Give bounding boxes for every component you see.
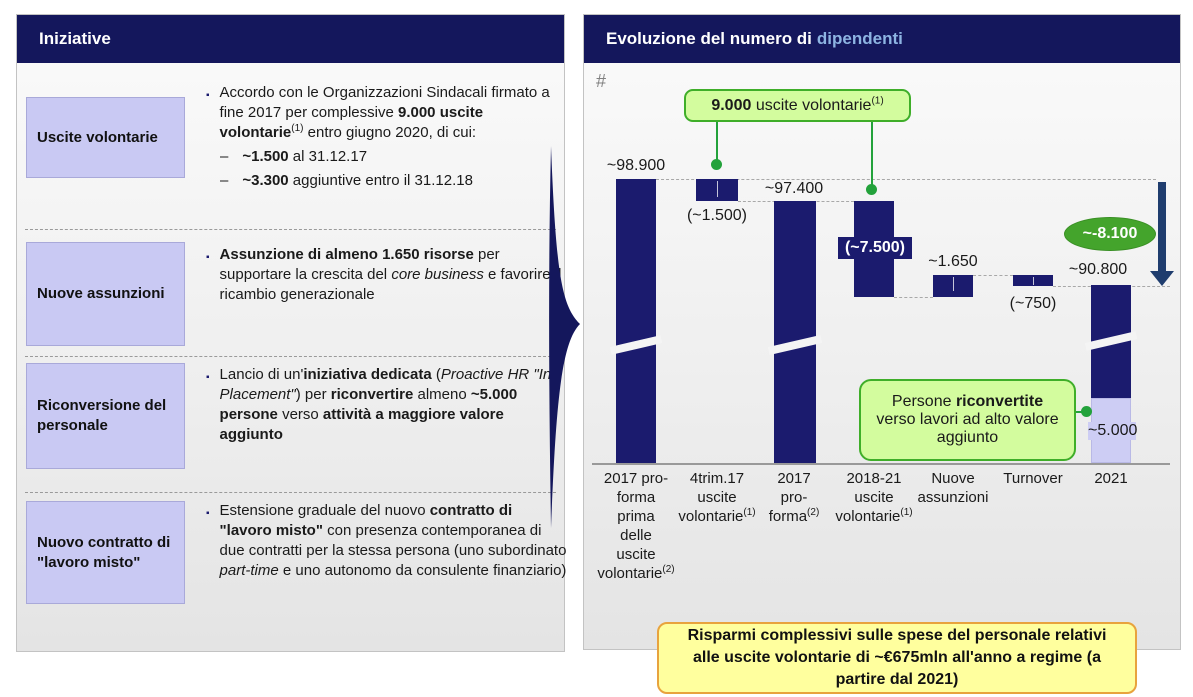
chart-panel: Evoluzione del numero di dipendenti # ~9…: [583, 14, 1181, 650]
bullet-square-icon: ▪: [206, 372, 210, 383]
dash-icon: –: [220, 148, 229, 165]
row-label-lavoro-misto: Nuovo contratto di "lavoro misto": [26, 501, 185, 604]
iniziative-panel: Iniziative Uscite volontarie ▪ Accordo c…: [16, 14, 567, 652]
row-label-uscite-volontarie: Uscite volontarie: [26, 97, 185, 178]
level-line-91550: [973, 275, 1013, 276]
row-text-nuove-assunzioni: ▪ Assunzione di almeno 1.650 risorse per…: [206, 246, 562, 303]
xaxis-label-4trim17: 4trim.17 uscite volontarie(1): [678, 470, 756, 525]
dash-icon: –: [220, 172, 229, 189]
callout-riconvertite: Persone riconvertite verso lavori ad alt…: [859, 379, 1076, 461]
chart-title-accent: dipendenti: [816, 29, 903, 48]
callout-connector-dot: [711, 159, 722, 170]
x-axis-line: [592, 463, 1170, 465]
row-separator: [25, 229, 556, 230]
value-label-97400: ~97.400: [764, 180, 824, 197]
value-label-1500: (~1.500): [686, 207, 748, 224]
chart-header: Evoluzione del numero di dipendenti: [584, 15, 1180, 63]
row-separator: [25, 356, 556, 357]
xaxis-label-turnover: Turnover: [1003, 470, 1063, 487]
xaxis-label-2021: 2021: [1094, 470, 1128, 487]
level-line-89900: [894, 297, 933, 298]
xaxis-label-2018-21: 2018-21 uscite volontarie(1): [835, 470, 913, 525]
chart-title: Evoluzione del numero di: [606, 29, 812, 48]
row-separator: [25, 492, 556, 493]
level-line-98900: [656, 179, 1156, 180]
callout-connector-dot: [866, 184, 877, 195]
callout-uscite-volontarie: 9.000 uscite volontarie(1): [684, 89, 911, 122]
xaxis-label-nuove-assunzioni: Nuove assunzioni: [917, 470, 989, 506]
value-label-90800: ~90.800: [1068, 261, 1128, 278]
value-label-750: (~750): [1009, 295, 1057, 312]
down-arrow-shaft: [1158, 182, 1166, 272]
xaxis-label-2017-proforma: 2017 pro- forma(2): [768, 470, 820, 525]
value-label-98900: ~98.900: [606, 157, 666, 174]
value-label-1650: ~1.650: [928, 253, 978, 270]
row-label-nuove-assunzioni: Nuove assunzioni: [26, 242, 185, 346]
bullet-square-icon: ▪: [206, 90, 210, 101]
savings-note: Risparmi complessivi sulle spese del per…: [657, 622, 1137, 694]
bullet-square-icon: ▪: [206, 508, 210, 519]
callout-connector-dot: [1081, 406, 1092, 417]
iniziative-title: Iniziative: [39, 29, 111, 48]
flow-arrow-icon: [549, 146, 580, 528]
row-label-riconversione: Riconversione del personale: [26, 363, 185, 469]
net-change-badge: ~-8.100: [1064, 217, 1156, 251]
row-text-uscite-volontarie: ▪ Accordo con le Organizzazioni Sindacal…: [206, 84, 550, 189]
tick-mark: [1033, 277, 1034, 285]
row-text-riconversione: ▪ Lancio di un'iniziativa dedicata (Proa…: [206, 366, 557, 443]
value-label-5000: ~5.000: [1088, 422, 1138, 440]
row-text-lavoro-misto: ▪ Estensione graduale del nuovo contratt…: [206, 502, 567, 579]
unit-label: #: [596, 71, 607, 91]
callout-connector-line: [871, 122, 873, 189]
bar-2017-proforma-pre: [616, 179, 656, 463]
bullet-square-icon: ▪: [206, 252, 210, 263]
tick-mark: [717, 181, 718, 197]
bar-2017-proforma: [774, 201, 816, 463]
value-label-7500: (~7.500): [838, 237, 912, 259]
down-arrow-head-icon: [1150, 271, 1174, 286]
xaxis-label-2017-proforma-pre: 2017 pro-forma prima delle uscite volonta…: [597, 470, 675, 582]
tick-mark: [953, 277, 954, 291]
iniziative-header: Iniziative: [17, 15, 564, 63]
callout-connector-line: [716, 122, 718, 164]
